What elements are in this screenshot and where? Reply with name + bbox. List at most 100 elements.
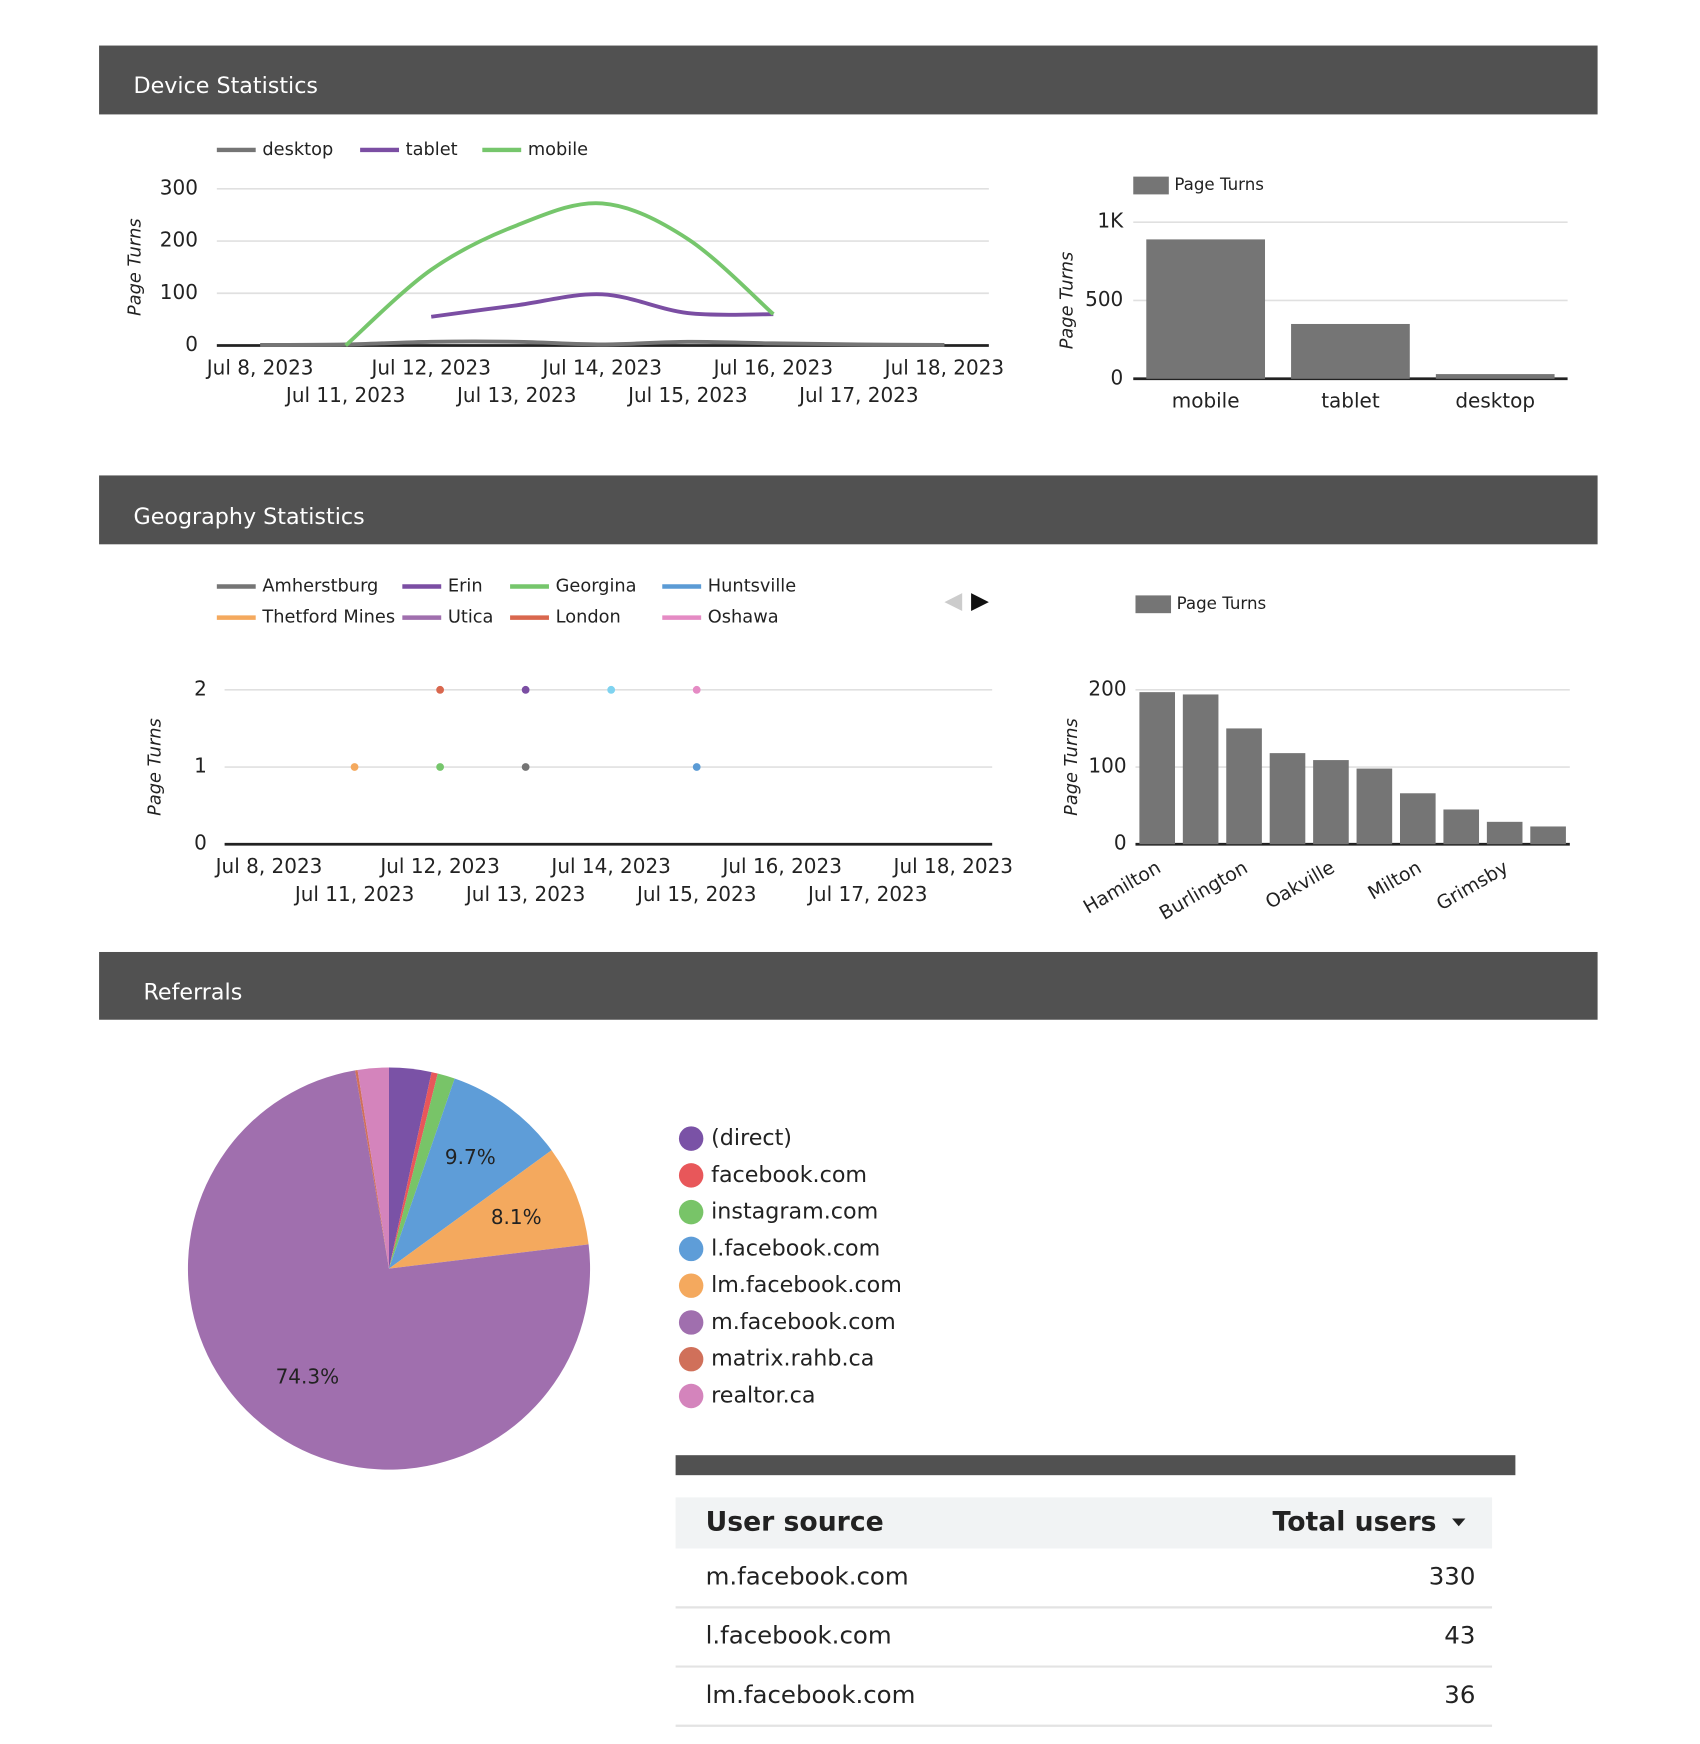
bar bbox=[1486, 821, 1523, 845]
legend-label: l.facebook.com bbox=[711, 1235, 880, 1261]
bar bbox=[1146, 239, 1266, 379]
y-tick-label: 300 bbox=[160, 175, 198, 199]
legend-label: m.facebook.com bbox=[711, 1309, 896, 1335]
sort-icon[interactable] bbox=[1452, 1518, 1466, 1527]
bar bbox=[1435, 374, 1555, 379]
legend-label: tablet bbox=[406, 140, 458, 160]
pie-slice bbox=[389, 1073, 455, 1269]
legend-swatch bbox=[678, 1236, 704, 1262]
bar bbox=[1291, 323, 1410, 379]
x-tick-label: Jul 11, 2023 bbox=[284, 383, 405, 407]
x-tick-label: tablet bbox=[1321, 389, 1380, 413]
legend-swatch bbox=[678, 1383, 704, 1409]
data-label: 74.3% bbox=[276, 1365, 340, 1389]
data-point bbox=[692, 763, 701, 771]
legend-label: London bbox=[556, 608, 621, 628]
section-title: Geography Statistics bbox=[134, 504, 365, 530]
y-tick-label: 0 bbox=[1114, 831, 1127, 855]
legend-label: realtor.ca bbox=[711, 1382, 815, 1408]
x-tick-label: Grimsby bbox=[1433, 856, 1512, 915]
legend-next[interactable] bbox=[971, 593, 989, 611]
legend-label: lm.facebook.com bbox=[711, 1272, 902, 1298]
y-tick-label: 100 bbox=[1088, 754, 1126, 778]
y-tick-label: 0 bbox=[185, 332, 198, 356]
bar bbox=[1530, 826, 1566, 845]
section-header bbox=[99, 475, 1598, 545]
legend-label: instagram.com bbox=[711, 1199, 878, 1225]
data-point bbox=[521, 685, 530, 694]
legend-label: Huntsville bbox=[708, 577, 796, 597]
y-tick-label: 200 bbox=[160, 228, 198, 252]
x-tick-label: Jul 14, 2023 bbox=[541, 355, 662, 379]
x-tick-label: desktop bbox=[1455, 389, 1535, 413]
pie-slice bbox=[389, 1072, 438, 1269]
legend-label: mobile bbox=[528, 140, 588, 160]
x-tick-label: Jul 11, 2023 bbox=[293, 882, 414, 906]
bar bbox=[1269, 753, 1306, 845]
legend-swatch bbox=[678, 1126, 704, 1151]
table-header bbox=[675, 1497, 1493, 1549]
y-tick-label: 1 bbox=[194, 754, 207, 778]
legend-label: Oshawa bbox=[708, 608, 779, 628]
bar bbox=[1356, 768, 1393, 845]
table-cell: 43 bbox=[1444, 1621, 1475, 1650]
y-axis-label: Page Turns bbox=[1058, 252, 1078, 350]
series-line bbox=[260, 339, 945, 347]
x-tick-label: Jul 16, 2023 bbox=[721, 854, 842, 878]
legend-swatch bbox=[1135, 595, 1172, 614]
x-tick-label: Burlington bbox=[1156, 856, 1252, 924]
legend-swatch bbox=[678, 1199, 704, 1225]
x-tick-label: Jul 13, 2023 bbox=[455, 383, 576, 407]
legend-label: Georgina bbox=[556, 577, 637, 597]
legend-label: Thetford Mines bbox=[261, 608, 395, 628]
legend-label: facebook.com bbox=[711, 1162, 867, 1188]
table-cell: m.facebook.com bbox=[706, 1561, 909, 1590]
legend-swatch bbox=[1133, 176, 1169, 195]
legend-prev[interactable] bbox=[944, 593, 963, 611]
x-tick-label: Jul 18, 2023 bbox=[883, 355, 1004, 379]
x-tick-label: Jul 17, 2023 bbox=[797, 383, 918, 407]
legend-label: Page Turns bbox=[1174, 175, 1264, 194]
x-tick-label: Jul 18, 2023 bbox=[892, 854, 1013, 878]
table-cell: lm.facebook.com bbox=[706, 1680, 916, 1709]
data-point bbox=[607, 685, 616, 694]
bar bbox=[1399, 793, 1436, 845]
section-header bbox=[99, 951, 1598, 1020]
data-point bbox=[436, 685, 444, 694]
table-bar bbox=[675, 1455, 1516, 1476]
series-line bbox=[344, 201, 775, 347]
pie-slice bbox=[389, 1078, 552, 1269]
data-point bbox=[521, 763, 530, 771]
x-tick-label: Jul 15, 2023 bbox=[626, 383, 747, 407]
section-header bbox=[99, 45, 1598, 115]
x-tick-label: Oakville bbox=[1262, 856, 1339, 913]
y-axis-label: Page Turns bbox=[126, 218, 146, 316]
legend-label: desktop bbox=[262, 140, 333, 160]
x-tick-label: Jul 8, 2023 bbox=[205, 355, 314, 379]
x-tick-label: Jul 12, 2023 bbox=[369, 355, 490, 379]
bar bbox=[1139, 692, 1176, 845]
y-tick-label: 2 bbox=[194, 676, 207, 700]
bar bbox=[1313, 760, 1349, 845]
column-header: User source bbox=[706, 1506, 884, 1537]
pie-slice bbox=[389, 1067, 432, 1269]
pie-slice bbox=[355, 1069, 390, 1269]
table-cell: 330 bbox=[1429, 1561, 1476, 1590]
y-tick-label: 200 bbox=[1088, 676, 1126, 700]
series-line bbox=[430, 292, 774, 319]
y-tick-label: 100 bbox=[160, 280, 198, 304]
table-cell: l.facebook.com bbox=[706, 1621, 892, 1650]
legend-label: Amherstburg bbox=[262, 577, 378, 597]
y-tick-label: 1K bbox=[1097, 209, 1124, 233]
y-axis-label: Page Turns bbox=[146, 718, 166, 816]
y-tick-label: 0 bbox=[1111, 365, 1124, 389]
x-tick-label: mobile bbox=[1172, 389, 1240, 413]
bar bbox=[1182, 694, 1219, 845]
section-title: Referrals bbox=[144, 980, 243, 1006]
x-tick-label: Jul 14, 2023 bbox=[549, 854, 670, 878]
legend-swatch bbox=[678, 1310, 704, 1335]
section-title: Device Statistics bbox=[134, 73, 319, 99]
legend-swatch bbox=[678, 1163, 704, 1188]
